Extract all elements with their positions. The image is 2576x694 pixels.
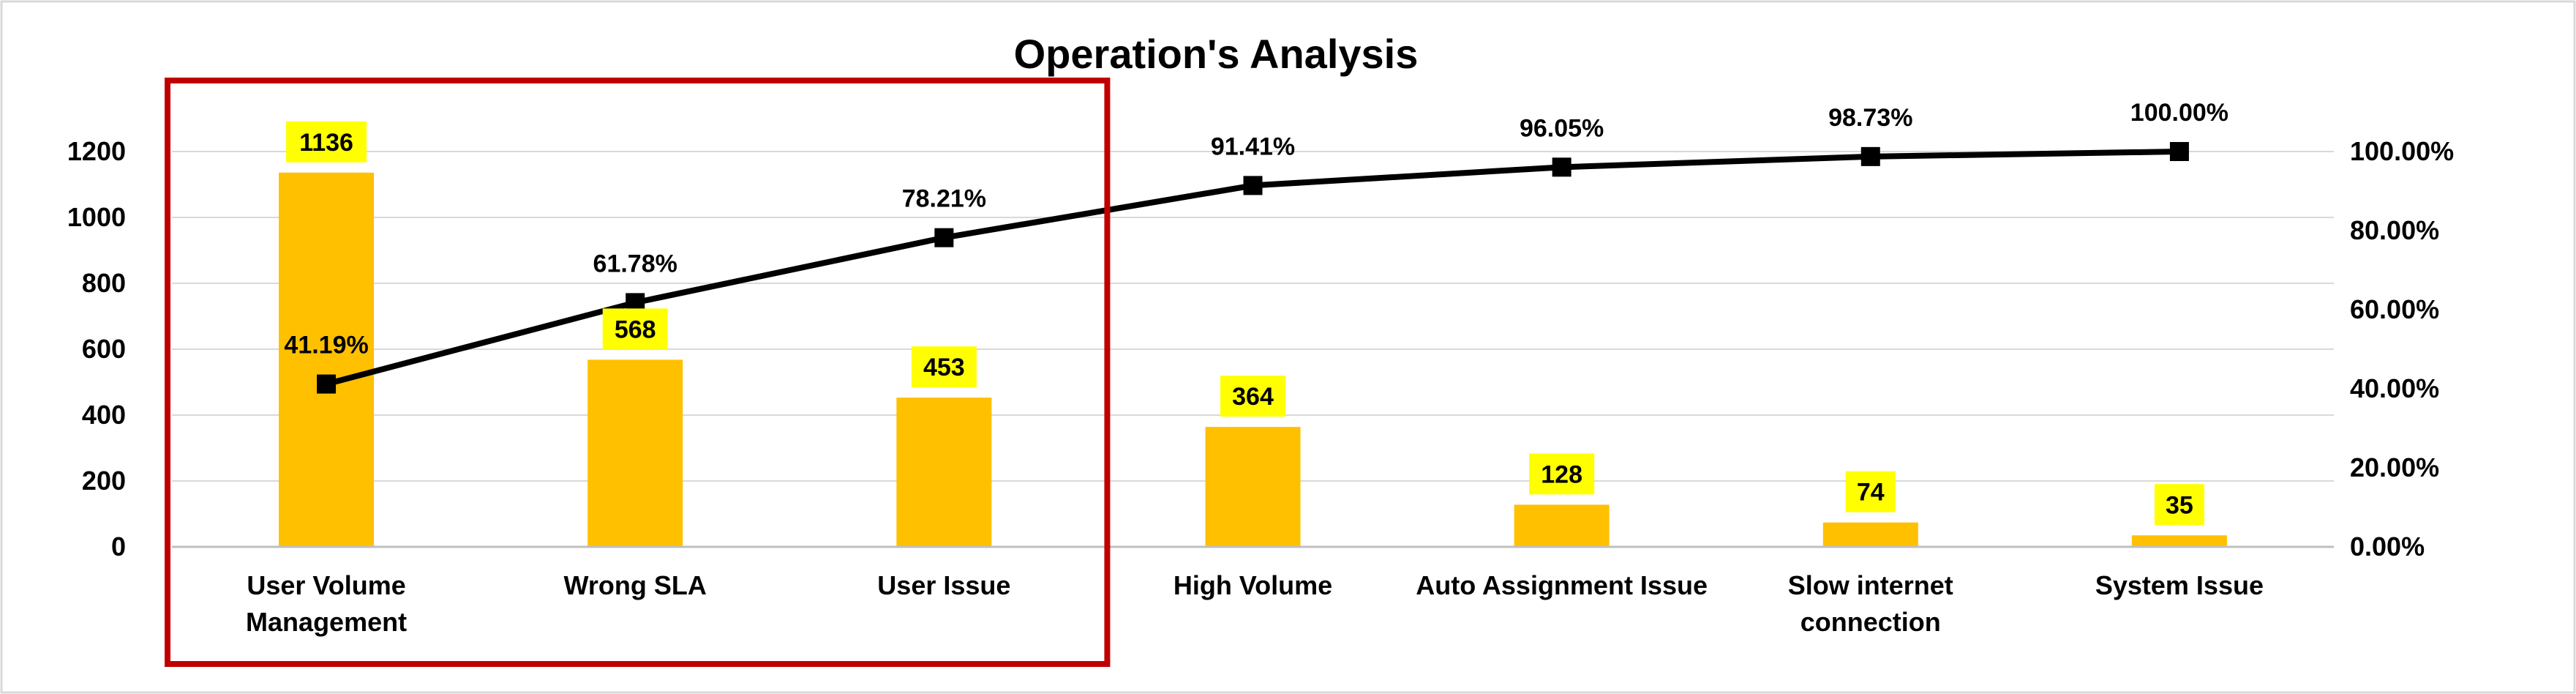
- grid-layer: [172, 151, 2334, 482]
- cumulative-data-label: 100.00%: [2130, 99, 2228, 127]
- line-layer: [317, 142, 2189, 394]
- bar-data-label: 74: [1857, 479, 1885, 507]
- bar: [1514, 504, 1610, 547]
- bar-label-bg: [602, 308, 668, 350]
- cumulative-marker: [1243, 176, 1263, 195]
- chart-title: Operation's Analysis: [1014, 31, 1419, 77]
- y-right-tick-label: 0.00%: [2350, 531, 2425, 561]
- bar-data-label: 128: [1541, 460, 1582, 488]
- bar-label-bg: [1529, 453, 1595, 495]
- bar: [279, 172, 375, 548]
- cumulative-marker: [934, 228, 954, 247]
- bar-layer: [279, 172, 2227, 548]
- cumulative-data-label: 41.19%: [284, 332, 368, 359]
- bar-data-label: 35: [2166, 491, 2193, 519]
- category-label: User Issue: [877, 570, 1010, 600]
- y-left-tick-label: 1000: [67, 202, 126, 232]
- y-right-tick-label: 40.00%: [2350, 373, 2439, 403]
- bar-data-label: 453: [923, 354, 965, 381]
- y-left-tick-label: 200: [82, 466, 126, 496]
- bar: [1822, 522, 1918, 547]
- bar-label-bg: [2154, 484, 2204, 526]
- y-right-tick-label: 60.00%: [2350, 294, 2439, 324]
- category-label: Auto Assignment Issue: [1416, 570, 1708, 600]
- category-label: connection: [1800, 607, 1941, 637]
- category-label: Slow internet: [1788, 570, 1953, 600]
- bar: [2131, 535, 2227, 547]
- bar-label-bg: [1220, 376, 1285, 417]
- cumulative-data-label: 98.73%: [1828, 104, 1912, 132]
- bar-label-bg: [286, 121, 367, 163]
- cumulative-data-label: 91.41%: [1211, 133, 1295, 160]
- category-label: Management: [246, 607, 407, 637]
- category-label: High Volume: [1174, 570, 1332, 600]
- axis-layer: 0 200 400 600 800 1000 1200 0.00% 20.00% 40.00% 60…: [67, 136, 2454, 637]
- category-label: System Issue: [2095, 570, 2264, 600]
- bar: [587, 359, 683, 547]
- bar-label-bg: [911, 346, 977, 388]
- y-left-tick-label: 400: [82, 400, 126, 430]
- cumulative-marker: [1552, 157, 1571, 177]
- y-right-tick-label: 80.00%: [2350, 215, 2439, 245]
- bar-data-label: 364: [1232, 383, 1274, 411]
- y-left-tick-label: 1200: [67, 136, 126, 166]
- y-right-tick-label: 100.00%: [2350, 136, 2454, 166]
- bar-label-bg: [1845, 471, 1896, 512]
- y-left-tick-label: 600: [82, 334, 126, 364]
- cumulative-marker: [2169, 142, 2189, 161]
- y-left-tick-label: 0: [111, 531, 126, 561]
- y-right-tick-label: 20.00%: [2350, 452, 2439, 482]
- bar: [1205, 427, 1301, 547]
- highlight-box: [165, 78, 1111, 667]
- bar-data-label: 1136: [299, 129, 353, 157]
- y-left-tick-label: 800: [82, 268, 126, 298]
- cumulative-data-label: 78.21%: [902, 185, 986, 213]
- label-layer: 1136 568 453 364 128 74 35 41.19% 61.78% 78.21% 91…: [284, 99, 2228, 526]
- category-label: User Volume: [247, 570, 405, 600]
- cumulative-marker: [317, 374, 337, 394]
- category-label: Wrong SLA: [564, 570, 707, 600]
- cumulative-marker: [1860, 146, 1880, 166]
- bar-data-label: 568: [615, 316, 656, 343]
- cumulative-data-label: 96.05%: [1520, 114, 1604, 142]
- bar: [896, 398, 992, 547]
- cumulative-data-label: 61.78%: [593, 250, 677, 277]
